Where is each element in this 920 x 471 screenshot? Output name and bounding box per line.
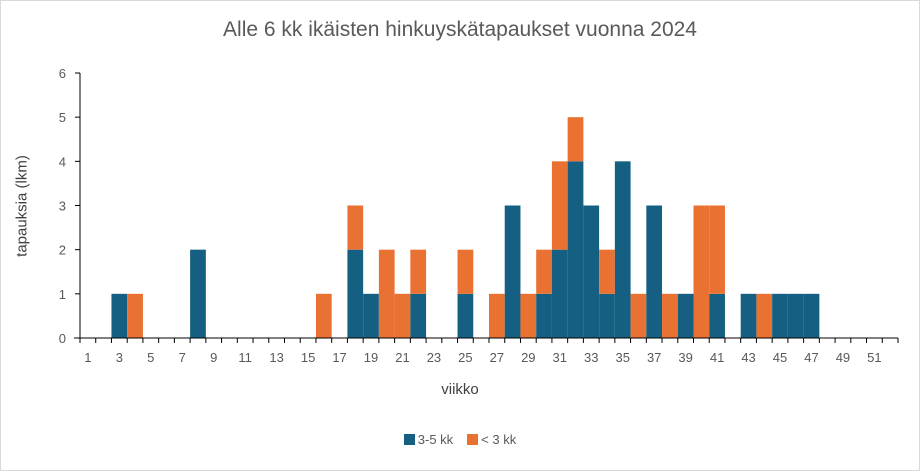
x-tick-label: 37 xyxy=(647,350,661,365)
bar-week-19-series-0 xyxy=(363,293,379,338)
bar-week-34-series-1 xyxy=(599,249,615,294)
x-tick-label: 43 xyxy=(741,350,755,365)
bar-week-31-series-1 xyxy=(551,161,568,250)
bar-week-47-series-0 xyxy=(803,293,820,338)
x-tick-label: 29 xyxy=(521,350,535,365)
legend-item-3-5kk: 3-5 kk xyxy=(403,432,454,447)
x-tick-label: 21 xyxy=(395,350,409,365)
legend-item-under-3kk: < 3 kk xyxy=(467,432,516,447)
y-tick-label: 2 xyxy=(59,243,66,258)
bar-week-25-series-1 xyxy=(457,249,474,294)
x-tick-label: 7 xyxy=(179,350,186,365)
x-tick-label: 19 xyxy=(364,350,378,365)
bar-week-16-series-1 xyxy=(315,293,332,338)
x-tick-label: 41 xyxy=(710,350,724,365)
x-tick-label: 51 xyxy=(867,350,881,365)
bar-week-35-series-0 xyxy=(614,161,631,338)
bar-week-22-series-1 xyxy=(410,249,427,294)
bar-week-41-series-1 xyxy=(709,205,725,294)
legend-label-under-3kk: < 3 kk xyxy=(481,432,517,447)
x-tick-label: 1 xyxy=(84,350,91,365)
y-tick-label: 0 xyxy=(59,331,66,346)
bar-week-4-series-1 xyxy=(127,293,143,338)
y-tick-label: 1 xyxy=(59,287,66,302)
x-tick-label: 47 xyxy=(804,350,818,365)
bar-week-41-series-0 xyxy=(709,293,725,338)
x-tick-label: 13 xyxy=(269,350,283,365)
x-tick-label: 27 xyxy=(490,350,504,365)
x-tick-label: 9 xyxy=(210,350,217,365)
legend-swatch-3-5kk xyxy=(403,434,415,445)
bar-week-31-series-0 xyxy=(551,249,568,338)
bar-week-3-series-0 xyxy=(111,293,128,338)
bar-week-18-series-1 xyxy=(347,205,364,250)
x-tick-label: 17 xyxy=(332,350,346,365)
legend-swatch-under-3kk xyxy=(467,434,479,445)
x-tick-label: 15 xyxy=(301,350,315,365)
x-tick-label: 3 xyxy=(116,350,123,365)
chart-title: Alle 6 kk ikäisten hinkuyskätapaukset vu… xyxy=(223,18,697,41)
x-tick-label: 33 xyxy=(584,350,598,365)
bar-week-39-series-0 xyxy=(677,293,694,338)
legend: 3-5 kk < 3 kk xyxy=(0,432,920,447)
x-tick-label: 45 xyxy=(773,350,787,365)
bar-week-30-series-0 xyxy=(536,293,552,338)
bar-week-18-series-0 xyxy=(347,249,364,338)
x-tick-label: 39 xyxy=(678,350,692,365)
x-tick-label: 5 xyxy=(147,350,154,365)
x-axis-label: viikko xyxy=(441,381,479,398)
bar-week-37-series-0 xyxy=(646,205,663,338)
bar-week-22-series-0 xyxy=(410,293,427,338)
bar-week-34-series-0 xyxy=(599,293,615,338)
bar-week-43-series-0 xyxy=(740,293,757,338)
x-tick-label: 49 xyxy=(836,350,850,365)
y-tick-label: 3 xyxy=(59,199,66,214)
bar-week-20-series-1 xyxy=(378,249,395,338)
bar-week-30-series-1 xyxy=(536,249,552,294)
x-tick-label: 23 xyxy=(427,350,441,365)
y-tick-label: 5 xyxy=(59,110,66,125)
legend-label-3-5kk: 3-5 kk xyxy=(417,432,454,447)
x-tick-label: 31 xyxy=(553,350,567,365)
bar-week-36-series-1 xyxy=(630,293,647,338)
bar-week-38-series-1 xyxy=(662,293,678,338)
bar-week-32-series-0 xyxy=(567,161,584,338)
bar-week-27-series-1 xyxy=(489,293,505,338)
bar-week-32-series-1 xyxy=(567,117,584,162)
bar-week-21-series-1 xyxy=(394,293,411,338)
bar-week-33-series-0 xyxy=(583,205,600,338)
bar-week-29-series-1 xyxy=(520,293,537,338)
y-tick-label: 6 xyxy=(59,66,66,81)
x-tick-label: 11 xyxy=(238,350,252,365)
bar-week-44-series-1 xyxy=(756,293,773,338)
bar-week-40-series-1 xyxy=(693,205,710,338)
bar-week-28-series-0 xyxy=(504,205,521,338)
bar-week-8-series-0 xyxy=(190,249,206,338)
x-tick-label: 35 xyxy=(615,350,629,365)
x-tick-label: 25 xyxy=(458,350,472,365)
bar-week-25-series-0 xyxy=(457,293,474,338)
y-tick-label: 4 xyxy=(59,154,66,169)
bar-week-46-series-0 xyxy=(787,293,804,338)
bar-week-45-series-0 xyxy=(772,293,788,338)
